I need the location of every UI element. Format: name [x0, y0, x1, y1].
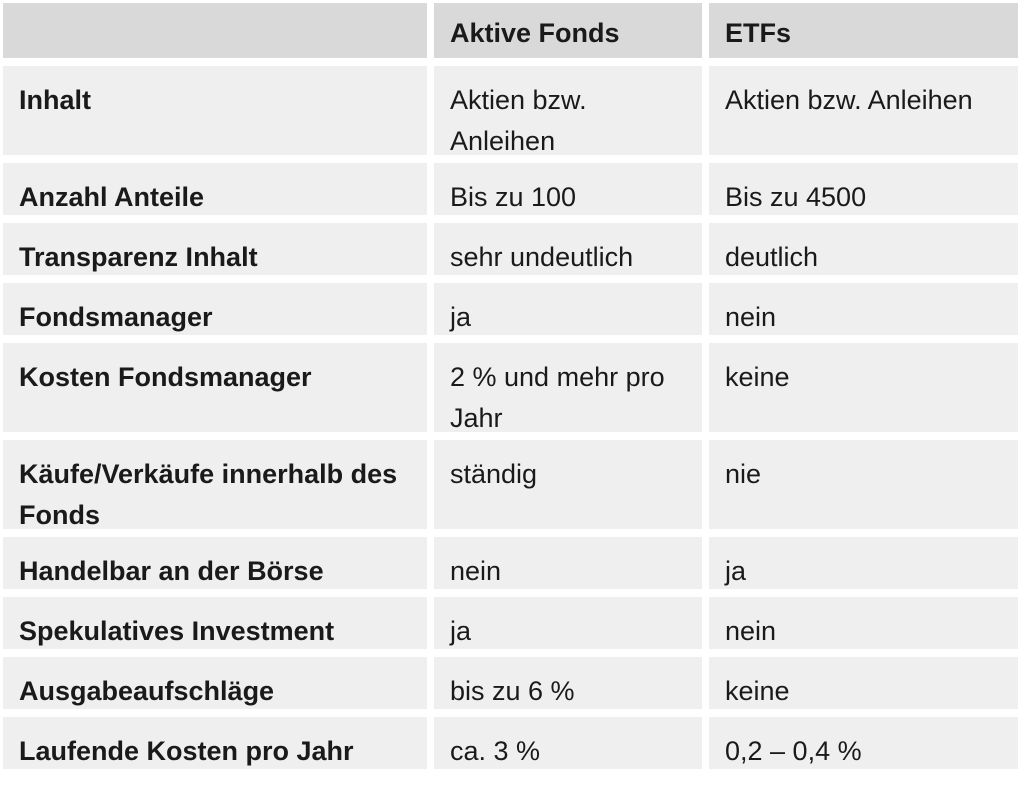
aktive-fonds-value: ca. 3 %	[434, 717, 702, 769]
aktive-fonds-value: Aktien bzw. Anleihen	[434, 66, 702, 155]
comparison-table: Aktive Fonds ETFs Inhalt Aktien bzw. Anl…	[3, 3, 1018, 777]
table-row: Handelbar an der Börse nein ja	[3, 537, 1018, 589]
etfs-value: keine	[709, 343, 1018, 432]
etfs-value: deutlich	[709, 223, 1018, 275]
table-row: Kosten Fondsmanager 2 % und mehr pro Jah…	[3, 343, 1018, 432]
table-row: Spekulatives Investment ja nein	[3, 597, 1018, 649]
row-label: Kosten Fondsmanager	[3, 343, 427, 432]
row-label: Käufe/Verkäufe innerhalb des Fonds	[3, 440, 427, 529]
row-label: Ausgabeaufschläge	[3, 657, 427, 709]
aktive-fonds-value: nein	[434, 537, 702, 589]
row-label: Transparenz Inhalt	[3, 223, 427, 275]
aktive-fonds-value: ja	[434, 597, 702, 649]
etfs-value: nein	[709, 283, 1018, 335]
header-cell-etfs: ETFs	[709, 3, 1018, 58]
etfs-value: Aktien bzw. Anleihen	[709, 66, 1018, 155]
etfs-value: Bis zu 4500	[709, 163, 1018, 215]
aktive-fonds-value: Bis zu 100	[434, 163, 702, 215]
table-row: Anzahl Anteile Bis zu 100 Bis zu 4500	[3, 163, 1018, 215]
header-cell-aktive-fonds: Aktive Fonds	[434, 3, 702, 58]
etfs-value: keine	[709, 657, 1018, 709]
etfs-value: 0,2 – 0,4 %	[709, 717, 1018, 769]
table-row: Laufende Kosten pro Jahr ca. 3 % 0,2 – 0…	[3, 717, 1018, 769]
row-label: Handelbar an der Börse	[3, 537, 427, 589]
table-row: Käufe/Verkäufe innerhalb des Fonds ständ…	[3, 440, 1018, 529]
table-header-row: Aktive Fonds ETFs	[3, 3, 1018, 58]
aktive-fonds-value: sehr undeutlich	[434, 223, 702, 275]
table-row: Transparenz Inhalt sehr undeutlich deutl…	[3, 223, 1018, 275]
aktive-fonds-value: ja	[434, 283, 702, 335]
row-label: Fondsmanager	[3, 283, 427, 335]
row-label: Spekulatives Investment	[3, 597, 427, 649]
aktive-fonds-value: 2 % und mehr pro Jahr	[434, 343, 702, 432]
table-row: Ausgabeaufschläge bis zu 6 % keine	[3, 657, 1018, 709]
etfs-value: ja	[709, 537, 1018, 589]
row-label: Anzahl Anteile	[3, 163, 427, 215]
etfs-value: nie	[709, 440, 1018, 529]
aktive-fonds-value: ständig	[434, 440, 702, 529]
aktive-fonds-value: bis zu 6 %	[434, 657, 702, 709]
header-cell-empty	[3, 3, 427, 58]
row-label: Laufende Kosten pro Jahr	[3, 717, 427, 769]
table-row: Inhalt Aktien bzw. Anleihen Aktien bzw. …	[3, 66, 1018, 155]
etfs-value: nein	[709, 597, 1018, 649]
row-label: Inhalt	[3, 66, 427, 155]
table-row: Fondsmanager ja nein	[3, 283, 1018, 335]
